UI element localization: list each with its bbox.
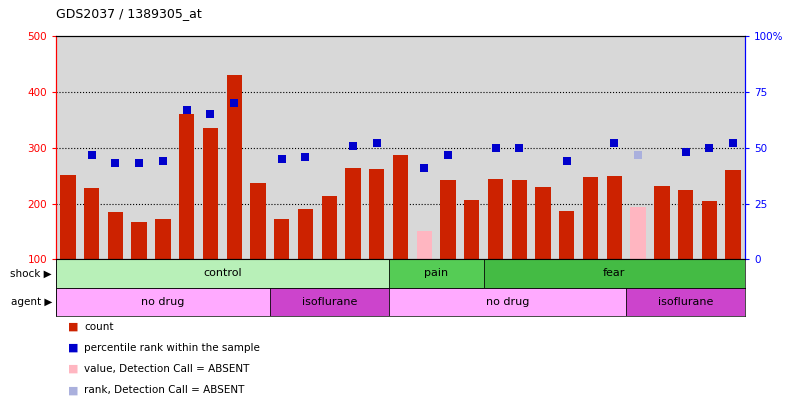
- Text: isoflurane: isoflurane: [301, 297, 357, 307]
- Bar: [484, 259, 745, 288]
- Bar: [488, 179, 503, 259]
- Bar: [726, 170, 741, 259]
- Text: no drug: no drug: [485, 297, 529, 307]
- Bar: [369, 169, 384, 259]
- Bar: [107, 212, 123, 259]
- Text: fear: fear: [603, 269, 626, 278]
- Bar: [155, 219, 171, 259]
- Bar: [203, 128, 218, 259]
- Bar: [179, 115, 195, 259]
- Bar: [56, 259, 388, 288]
- Bar: [270, 288, 388, 316]
- Bar: [678, 190, 693, 259]
- Text: isoflurane: isoflurane: [658, 297, 713, 307]
- Text: count: count: [84, 322, 114, 332]
- Bar: [606, 176, 622, 259]
- Bar: [274, 219, 289, 259]
- Bar: [84, 188, 99, 259]
- Bar: [345, 168, 360, 259]
- Text: ■: ■: [68, 385, 78, 395]
- Bar: [512, 180, 527, 259]
- Bar: [250, 183, 266, 259]
- Text: pain: pain: [424, 269, 449, 278]
- Bar: [227, 75, 242, 259]
- Bar: [392, 154, 409, 259]
- Bar: [654, 185, 670, 259]
- Bar: [464, 200, 480, 259]
- Bar: [321, 196, 337, 259]
- Text: ■: ■: [68, 364, 78, 374]
- Bar: [388, 288, 626, 316]
- Text: value, Detection Call = ABSENT: value, Detection Call = ABSENT: [84, 364, 249, 374]
- Text: ■: ■: [68, 343, 78, 353]
- Bar: [441, 180, 456, 259]
- Text: shock ▶: shock ▶: [10, 269, 52, 278]
- Bar: [626, 288, 745, 316]
- Bar: [702, 201, 717, 259]
- Bar: [131, 222, 147, 259]
- Bar: [535, 188, 551, 259]
- Bar: [559, 211, 574, 259]
- Bar: [583, 177, 598, 259]
- Text: agent ▶: agent ▶: [10, 297, 52, 307]
- Bar: [56, 288, 270, 316]
- Text: control: control: [203, 269, 242, 278]
- Bar: [60, 175, 75, 259]
- Bar: [417, 231, 432, 259]
- Text: rank, Detection Call = ABSENT: rank, Detection Call = ABSENT: [84, 385, 244, 395]
- Text: ■: ■: [68, 322, 78, 332]
- Bar: [298, 209, 313, 259]
- Bar: [630, 207, 646, 259]
- Text: percentile rank within the sample: percentile rank within the sample: [84, 343, 260, 353]
- Text: no drug: no drug: [141, 297, 185, 307]
- Bar: [388, 259, 484, 288]
- Text: GDS2037 / 1389305_at: GDS2037 / 1389305_at: [56, 7, 202, 20]
